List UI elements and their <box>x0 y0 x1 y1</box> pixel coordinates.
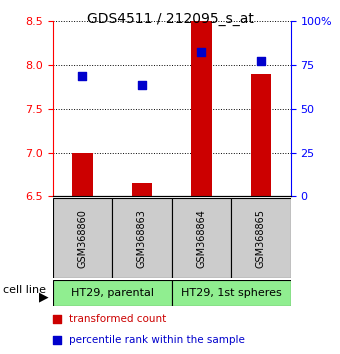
Bar <box>53 198 112 278</box>
Text: GSM368863: GSM368863 <box>137 209 147 268</box>
Point <box>139 82 145 88</box>
Bar <box>191 21 212 196</box>
Text: transformed count: transformed count <box>69 314 167 324</box>
Bar <box>132 183 152 196</box>
Text: percentile rank within the sample: percentile rank within the sample <box>69 335 245 345</box>
Text: GSM368860: GSM368860 <box>78 209 87 268</box>
Point <box>258 58 264 63</box>
Point <box>55 316 60 321</box>
Text: cell line: cell line <box>3 285 46 295</box>
Text: HT29, 1st spheres: HT29, 1st spheres <box>181 288 282 298</box>
Bar <box>172 198 231 278</box>
Text: HT29, parental: HT29, parental <box>71 288 154 298</box>
Text: GDS4511 / 212095_s_at: GDS4511 / 212095_s_at <box>87 12 253 27</box>
Text: GSM368864: GSM368864 <box>197 209 206 268</box>
Point <box>55 337 60 343</box>
Bar <box>251 74 271 196</box>
Bar <box>112 198 172 278</box>
Point <box>199 49 204 55</box>
Point <box>80 73 85 78</box>
Bar <box>53 280 172 306</box>
Text: ▶: ▶ <box>39 291 49 304</box>
Bar <box>72 153 93 196</box>
Bar <box>172 280 291 306</box>
Bar <box>231 198 291 278</box>
Text: GSM368865: GSM368865 <box>256 209 266 268</box>
